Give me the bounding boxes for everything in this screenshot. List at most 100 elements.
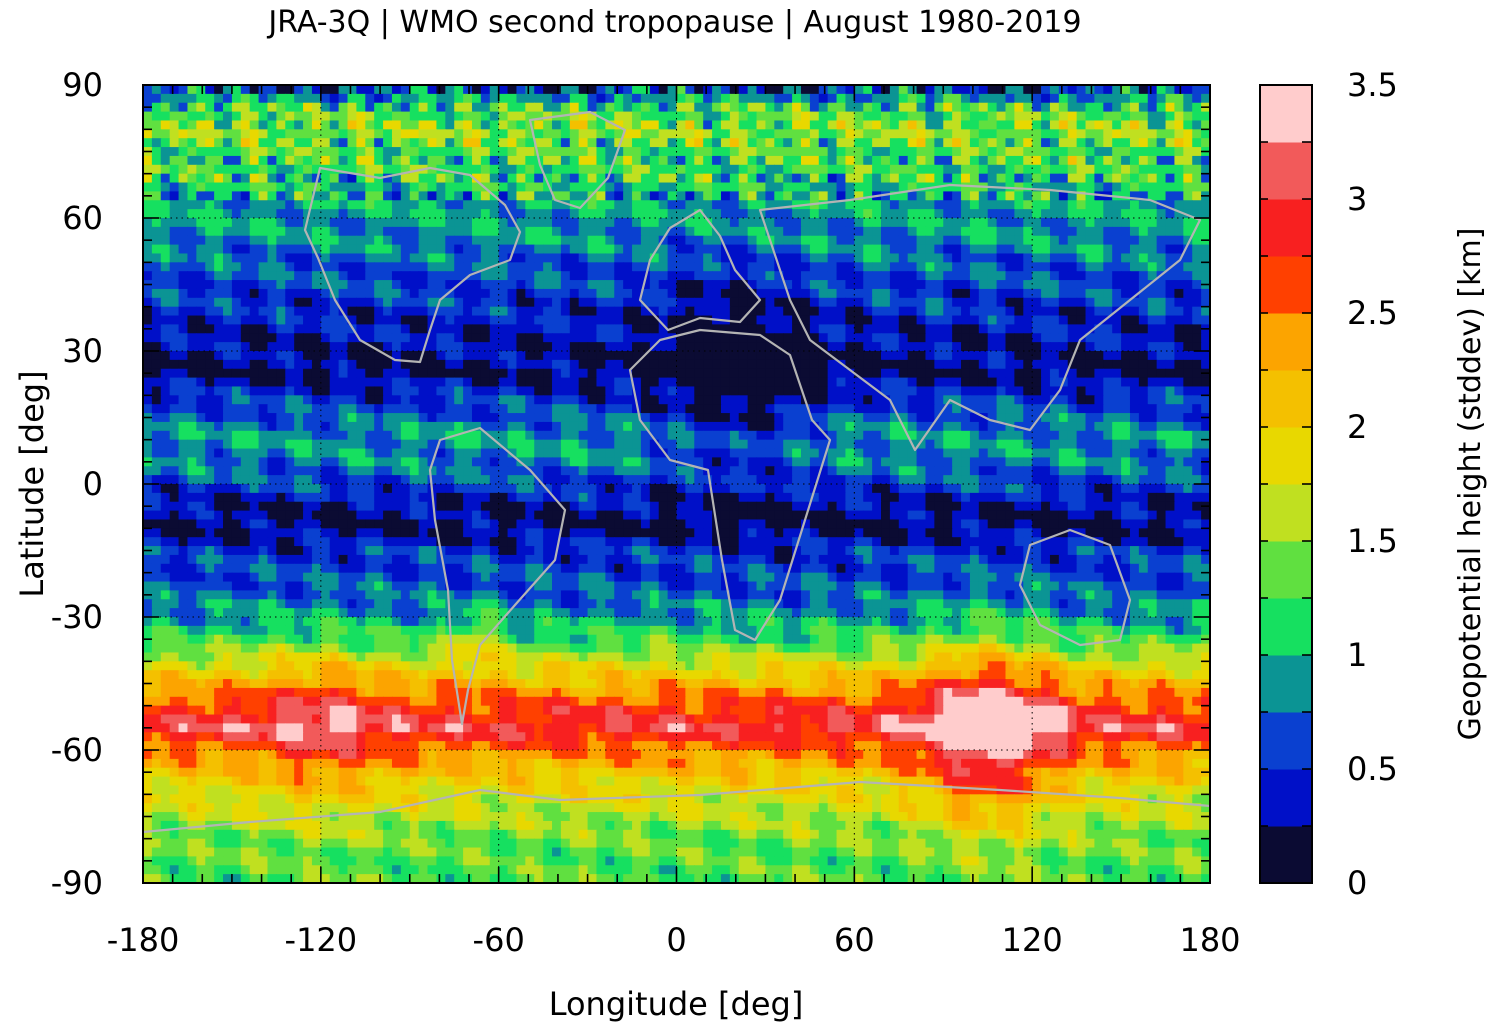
heatmap-cell [925,120,935,130]
heatmap-cell [240,182,251,192]
heatmap-cell [454,368,464,379]
heatmap-cell [632,111,642,122]
heatmap-cell [1049,111,1060,122]
heatmap-cell [1174,85,1184,95]
heatmap-cell [614,297,624,308]
heatmap-cell [231,324,242,334]
heatmap-cell [961,297,971,308]
heatmap-cell [374,448,384,458]
heatmap-cell [169,111,180,122]
heatmap-cell [1183,102,1193,113]
heatmap-cell [409,351,420,361]
heatmap-cell [1032,218,1042,228]
heatmap-cell [1014,191,1024,201]
heatmap-cell [294,218,304,228]
heatmap-cell [605,297,615,308]
heatmap-cell [454,404,464,414]
heatmap-cell [507,324,518,334]
heatmap-cell [347,111,357,122]
heatmap-cell [667,138,678,148]
heatmap-cell [294,395,304,405]
heatmap-cell [294,280,304,290]
heatmap-cell [418,386,429,396]
heatmap-cell [863,129,873,139]
heatmap-cell [1094,200,1104,210]
heatmap-cell [934,164,944,175]
heatmap-cell [400,404,411,414]
heatmap-cell [1032,102,1042,113]
heatmap-cell [818,413,829,423]
heatmap-cell [169,395,180,405]
heatmap-cell [454,288,464,299]
heatmap-cell [1138,200,1149,210]
heatmap-cell [943,138,953,148]
heatmap-cell [1112,182,1122,192]
heatmap-cell [1129,235,1140,246]
heatmap-cell [1121,138,1131,148]
heatmap-cell [1094,253,1104,263]
heatmap-cell [347,359,357,370]
heatmap-cell [925,138,935,148]
heatmap-cell [178,85,189,95]
heatmap-cell [1076,182,1087,192]
heatmap-cell [463,191,473,201]
heatmap-cell [480,413,491,423]
heatmap-cell [854,430,864,441]
heatmap-cell [525,164,535,175]
heatmap-cell [436,200,446,210]
heatmap-cell [276,120,286,130]
heatmap-cell [1121,262,1131,272]
heatmap-cell [1014,253,1024,263]
heatmap-cell [374,333,384,343]
heatmap-cell [1058,342,1069,352]
heatmap-cell [720,359,731,370]
heatmap-cell [916,315,927,325]
heatmap-cell [525,155,535,166]
heatmap-cell [658,164,669,175]
heatmap-cell [356,324,366,334]
heatmap-cell [898,85,909,95]
heatmap-cell [454,430,464,441]
heatmap-cell [596,244,606,255]
heatmap-cell [1138,235,1149,246]
heatmap-cell [525,395,535,405]
heatmap-cell [196,218,206,228]
heatmap-cell [196,235,206,246]
heatmap-cell [881,421,891,432]
heatmap-cell [169,342,180,352]
heatmap-cell [996,102,1007,113]
heatmap-cell [720,85,731,95]
heatmap-cell [1085,359,1096,370]
heatmap-cell [1058,93,1069,104]
heatmap-cell [436,288,446,299]
heatmap-cell [916,297,927,308]
heatmap-cell [943,439,953,450]
heatmap-cell [952,351,962,361]
heatmap-cell [303,85,313,95]
heatmap-cell [160,253,171,263]
heatmap-cell [1183,111,1193,122]
heatmap-cell [258,430,269,441]
heatmap-cell [720,155,731,166]
heatmap-cell [205,191,215,201]
heatmap-cell [978,386,989,396]
heatmap-cell [943,297,953,308]
heatmap-cell [800,351,811,361]
heatmap-cell [320,120,331,130]
heatmap-cell [143,430,153,441]
heatmap-cell [809,191,820,201]
heatmap-cell [1103,93,1113,104]
heatmap-cell [1121,315,1131,325]
heatmap-cell [240,209,251,219]
heatmap-cell [534,111,544,122]
heatmap-cell [703,253,713,263]
heatmap-cell [1085,200,1096,210]
heatmap-cell [640,111,651,122]
heatmap-cell [774,147,784,157]
heatmap-cell [329,439,340,450]
heatmap-cell [1112,93,1122,104]
heatmap-cell [169,102,180,113]
heatmap-cell [1032,413,1042,423]
heatmap-cell [534,218,544,228]
heatmap-cell [943,93,953,104]
